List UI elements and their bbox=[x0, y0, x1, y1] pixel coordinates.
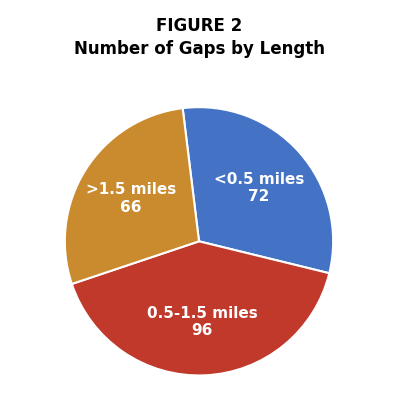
Wedge shape bbox=[183, 107, 333, 273]
Text: <0.5 miles
72: <0.5 miles 72 bbox=[214, 172, 304, 204]
Title: FIGURE 2
Number of Gaps by Length: FIGURE 2 Number of Gaps by Length bbox=[74, 17, 324, 58]
Wedge shape bbox=[72, 241, 329, 375]
Wedge shape bbox=[65, 108, 199, 284]
Text: >1.5 miles
66: >1.5 miles 66 bbox=[86, 182, 176, 215]
Text: 0.5-1.5 miles
96: 0.5-1.5 miles 96 bbox=[147, 306, 258, 338]
